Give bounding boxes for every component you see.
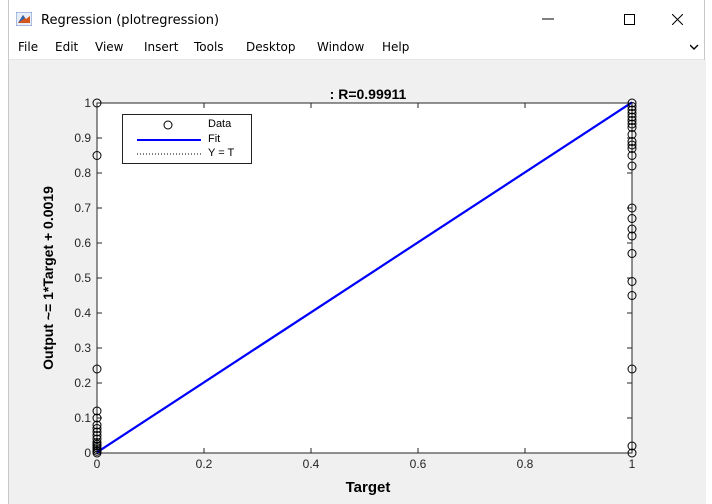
plot-lines [96, 101, 633, 454]
solid-line-icon [137, 139, 201, 141]
x-tick-label: 0.8 [517, 457, 534, 471]
maximize-icon [623, 13, 635, 25]
legend-label-fit: Fit [208, 133, 221, 145]
data-point [92, 431, 102, 440]
data-point [92, 434, 102, 444]
x-tick-label: 0.6 [410, 457, 427, 471]
legend-entry-identity: Y = T [123, 147, 253, 162]
legend-entry-fit: Fit [123, 133, 253, 148]
data-point [627, 161, 637, 171]
data-point [627, 249, 637, 258]
x-tick-label: 0.4 [303, 457, 320, 471]
menu-window[interactable]: Window [317, 40, 365, 54]
y-tick-label: 1 [84, 96, 91, 110]
minimize-icon [542, 18, 554, 20]
y-tick-label: 0.3 [74, 341, 91, 355]
dock-arrow-icon[interactable] [690, 44, 699, 51]
menu-tools[interactable]: Tools [194, 40, 224, 54]
data-point [627, 448, 637, 458]
data-point [92, 406, 102, 416]
y-tick-label: 0.7 [74, 201, 91, 215]
y-tick-label: 0.8 [74, 166, 91, 180]
data-point [627, 364, 637, 374]
maximize-button[interactable] [606, 4, 652, 34]
data-point [627, 116, 637, 125]
data-point [627, 119, 637, 129]
data-point [627, 231, 637, 241]
data-point [92, 413, 102, 423]
minimize-button[interactable] [525, 4, 571, 34]
data-point [627, 214, 637, 223]
y-axis-label: Output ~= 1*Target + 0.0019 [40, 186, 56, 370]
menu-edit[interactable]: Edit [55, 40, 79, 54]
data-point [627, 441, 637, 451]
title-bar[interactable]: Regression (plotregression) [9, 0, 704, 34]
x-tick-label: 1 [629, 457, 636, 471]
data-point [627, 140, 637, 150]
data-point [627, 277, 637, 286]
y-axis-ticks: 0 0.1 0.2 0.3 0.4 0.5 0.6 0.7 0.8 0.9 1 [74, 96, 632, 460]
legend[interactable]: Data Fit Y = T [122, 114, 252, 164]
data-point [627, 144, 637, 153]
x-tick-label: 0.2 [196, 457, 213, 471]
circle-marker-icon [163, 120, 173, 130]
data-point [627, 105, 637, 115]
data-point [627, 102, 637, 111]
close-icon [671, 13, 683, 25]
data-point [627, 98, 637, 108]
chart-title: : R=0.99911 [330, 86, 407, 102]
window-title: Regression (plotregression) [41, 13, 220, 28]
dotted-line-icon [137, 153, 201, 155]
data-point [627, 137, 637, 146]
x-axis-label: Target [346, 479, 391, 496]
menu-view[interactable]: View [95, 40, 124, 54]
data-point [627, 224, 637, 234]
menu-bar: File Edit View Insert Tools Desktop Wind… [9, 34, 704, 60]
data-point [627, 109, 637, 118]
menu-desktop[interactable]: Desktop [246, 40, 296, 54]
legend-label-data: Data [208, 118, 232, 130]
y-tick-label: 0 [84, 446, 91, 460]
menu-insert[interactable]: Insert [144, 40, 179, 54]
regression-plot: : R=0.99911 Target Output ~= 1*Target + … [9, 60, 706, 504]
data-point [92, 364, 102, 374]
data-point [627, 203, 637, 213]
x-tick-label: 0 [94, 457, 101, 471]
data-point [627, 123, 637, 132]
menu-help[interactable]: Help [382, 40, 410, 54]
y-tick-label: 0.2 [74, 376, 91, 390]
data-point [627, 151, 637, 160]
legend-label-identity: Y = T [208, 147, 235, 159]
data-point [627, 291, 637, 300]
figure-window: Regression (plotregression) File Edit Vi… [8, 0, 706, 504]
y-tick-label: 0.4 [74, 306, 91, 320]
y-tick-label: 0.6 [74, 236, 91, 250]
y-tick-label: 0.5 [74, 271, 91, 285]
matlab-icon [16, 12, 32, 26]
data-point [92, 420, 102, 430]
data-point [92, 424, 102, 433]
data-point [92, 427, 102, 437]
data-point [627, 112, 637, 122]
legend-entry-data: Data [123, 118, 253, 133]
data-point [92, 438, 102, 447]
fit-line [96, 101, 633, 454]
y-tick-label: 0.1 [74, 411, 91, 425]
close-button[interactable] [654, 4, 700, 34]
data-points [92, 98, 637, 458]
data-point [92, 151, 102, 160]
y-tick-label: 0.9 [74, 131, 91, 145]
data-point [92, 98, 102, 108]
menu-file[interactable]: File [18, 40, 39, 54]
data-point [627, 130, 637, 139]
